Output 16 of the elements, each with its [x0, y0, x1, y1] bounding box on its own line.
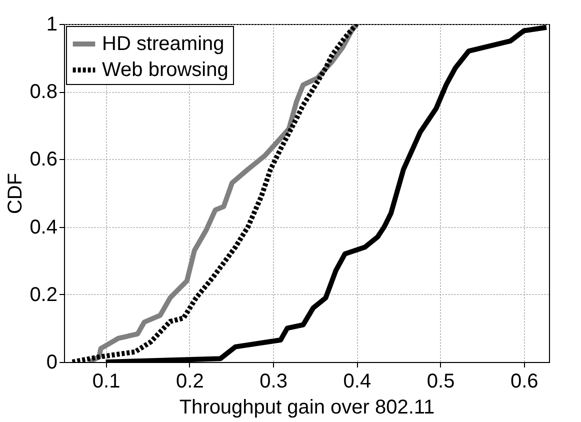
- y-tick-label: 0.6: [30, 148, 58, 171]
- y-axis-title: CDF: [4, 172, 27, 214]
- x-tick-label: 0.2: [176, 370, 204, 392]
- x-tick-label: 0.4: [343, 370, 372, 392]
- x-tick-label: 0.3: [260, 370, 288, 392]
- x-tick-label: 0.6: [510, 370, 538, 392]
- x-tick-label: 0.5: [426, 370, 455, 392]
- y-tick-label: 0.8: [30, 81, 58, 104]
- y-tick-label: 1: [46, 14, 58, 36]
- legend-label: HD streaming: [102, 33, 224, 55]
- y-tick-label: 0: [46, 352, 58, 374]
- y-tick-label: 0.2: [30, 284, 58, 306]
- x-tick-label: 0.1: [92, 370, 120, 392]
- legend-label: Web browsing: [102, 59, 228, 81]
- x-axis-title: Throughput gain over 802.11: [179, 396, 435, 418]
- y-tick-label: 0.4: [30, 216, 58, 238]
